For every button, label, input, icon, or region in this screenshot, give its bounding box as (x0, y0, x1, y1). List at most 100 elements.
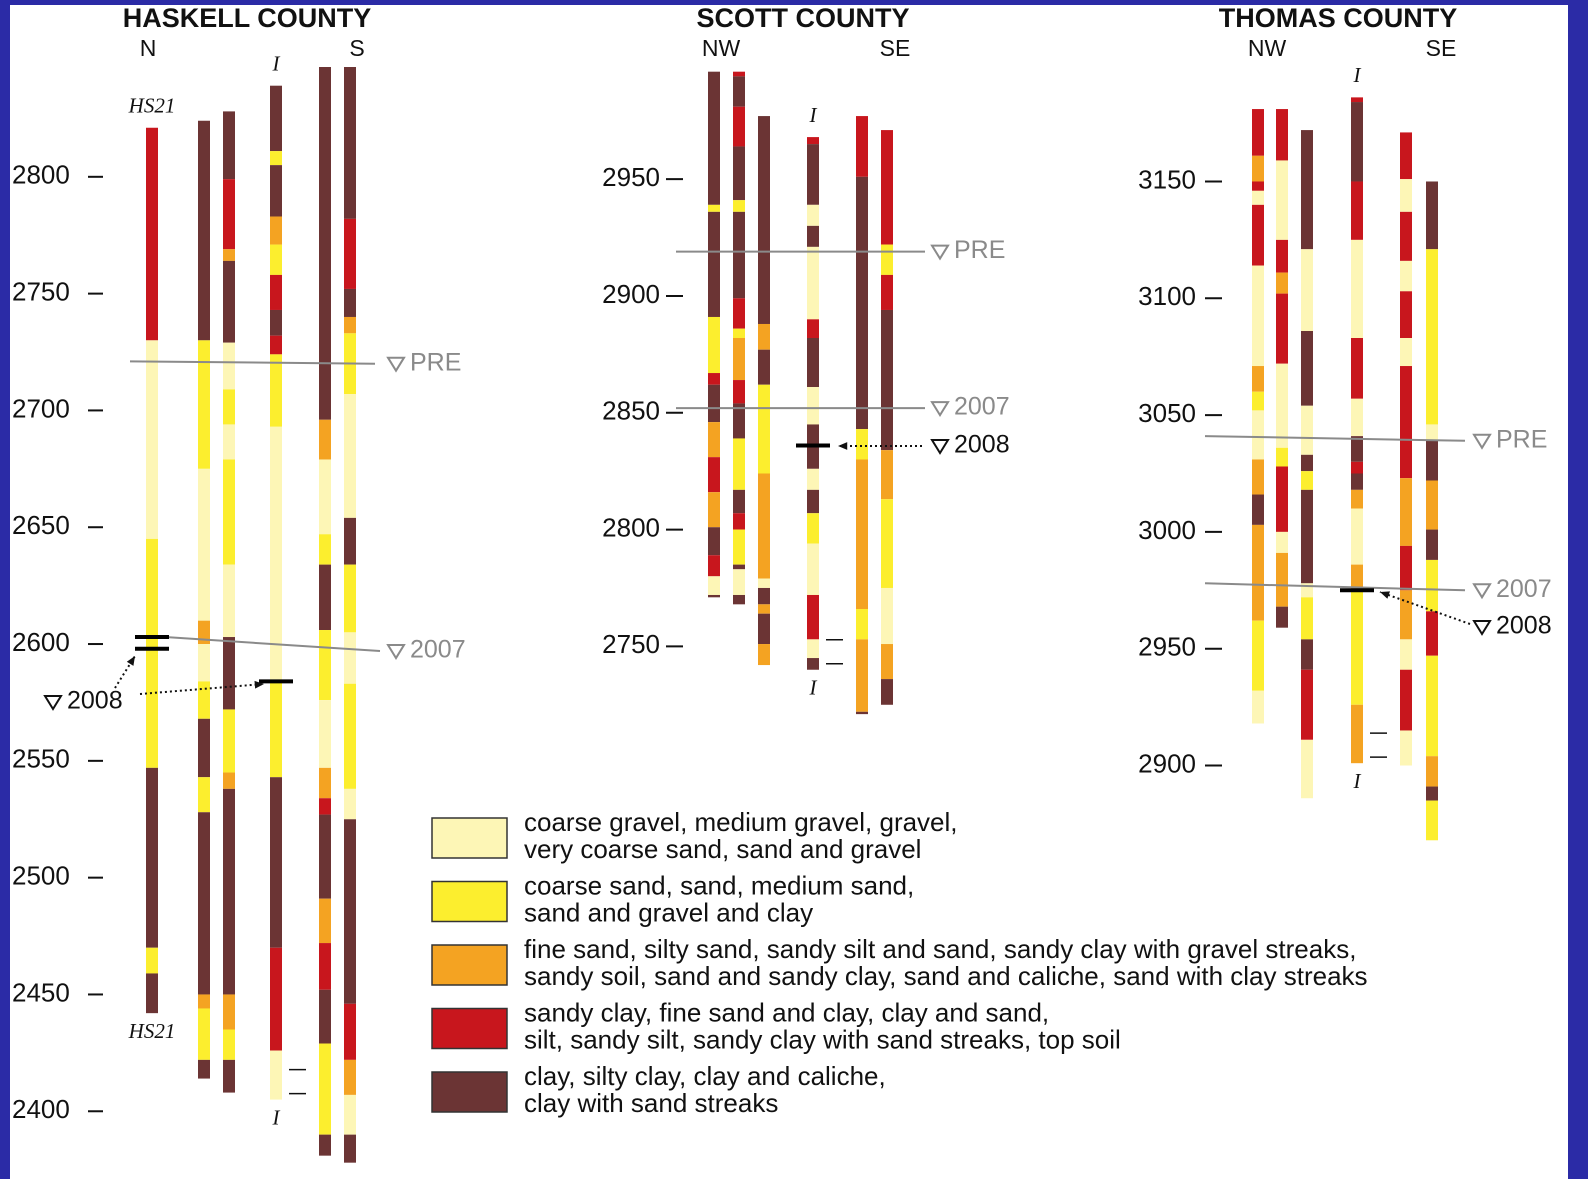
lithology-layer (758, 578, 770, 588)
lithology-layer (1351, 436, 1363, 462)
lithology-layer (1351, 704, 1363, 764)
lithology-layer (1276, 293, 1288, 364)
lithology-layer (1400, 291, 1412, 339)
direction-label: SE (1426, 35, 1457, 61)
well-label: HS21 (128, 94, 176, 118)
lithology-layer (1426, 440, 1438, 481)
lithology-layer (344, 1003, 356, 1060)
lithology-layer (223, 389, 235, 425)
lithology-layer (881, 587, 893, 645)
lithology-layer (270, 777, 282, 948)
lithology-layer (344, 394, 356, 518)
lithology-layer (708, 211, 720, 317)
lithology-layer (270, 681, 282, 778)
lithology-layer (198, 1008, 210, 1060)
lithology-layer (223, 564, 235, 638)
lithology-layer (198, 468, 210, 621)
lithology-layer (881, 309, 893, 451)
lithology-layer (1252, 494, 1264, 525)
lithology-layer (1276, 466, 1288, 532)
lithology-layer (807, 144, 819, 205)
level-label: 2007 (1496, 575, 1552, 603)
direction-label: NW (1248, 35, 1287, 61)
y-tick-label: 3100 (1138, 281, 1196, 311)
lithology-layer (1426, 756, 1438, 787)
lithology-layer (733, 298, 745, 329)
lithology-layer (270, 274, 282, 310)
lithology-layer (319, 814, 331, 899)
legend-text: coarse gravel, medium gravel, gravel, (524, 807, 958, 837)
lithology-layer (319, 767, 331, 799)
lithology-layer (146, 340, 158, 539)
water-level-line (1204, 435, 1466, 442)
y-tick-label: 2700 (12, 393, 70, 423)
y-tick-label: 2800 (602, 512, 660, 542)
lithology-layer (807, 543, 819, 595)
lithology-layer (807, 594, 819, 640)
lithology-layer (1400, 179, 1412, 212)
lithology-layer (1252, 366, 1264, 392)
lithology-layer (733, 211, 745, 299)
lithology-layer (1400, 366, 1412, 479)
lithology-layer (856, 711, 868, 715)
lithology-layer (807, 658, 819, 670)
lithology-layer (708, 527, 720, 556)
legend-swatch (431, 944, 508, 986)
lithology-layer (198, 340, 210, 469)
lithology-layer (881, 644, 893, 680)
lithology-layer (223, 111, 235, 180)
lithology-layer (881, 244, 893, 275)
lithology-layer (758, 644, 770, 666)
lithology-layer (270, 85, 282, 152)
lithology-layer (807, 137, 819, 145)
lithology-layer (319, 534, 331, 565)
lithology-layer (344, 1134, 356, 1163)
lithology-layer (733, 569, 745, 595)
pointer-arrow (1379, 591, 1471, 625)
well-label: I (809, 103, 818, 127)
lithology-layer (1351, 97, 1363, 103)
y-tick-label: 2800 (12, 160, 70, 190)
lithology-layer (344, 1059, 356, 1095)
legend-swatch (431, 1007, 508, 1050)
level-symbol (43, 695, 63, 711)
lithology-layer (1252, 181, 1264, 191)
lithology-layer (146, 767, 158, 948)
lithology-layer (1301, 489, 1313, 584)
lithology-layer (1351, 398, 1363, 437)
lithology-layer (146, 538, 158, 768)
lithology-layer (1400, 478, 1412, 546)
lithology-layer (344, 218, 356, 289)
level-label: PRE (410, 348, 461, 376)
lithology-layer (1351, 473, 1363, 490)
lithology-layer (344, 683, 356, 789)
lithology-layer (1400, 545, 1412, 591)
lithology-layer (758, 604, 770, 614)
panel-title: THOMAS COUNTY (1219, 3, 1458, 33)
panel-title: HASKELL COUNTY (123, 3, 372, 33)
lithology-layer (319, 419, 331, 460)
level-symbol (930, 401, 950, 417)
lithology-layer (881, 274, 893, 310)
lithology-layer (733, 76, 745, 107)
lithology-layer (223, 637, 235, 710)
lithology-layer (319, 1043, 331, 1135)
lithology-layer (223, 1059, 235, 1093)
lithology-layer (146, 947, 158, 974)
lithology-layer (807, 246, 819, 320)
lithology-layer (1400, 590, 1412, 640)
direction-label: S (349, 35, 364, 61)
lithology-layer (807, 639, 819, 659)
lithology-layer (733, 513, 745, 530)
y-tick-label: 2900 (1138, 748, 1196, 778)
level-label: 2007 (954, 393, 1010, 421)
lithology-layer (881, 130, 893, 245)
lithology-layer (1400, 338, 1412, 367)
y-tick-label: 3150 (1138, 164, 1196, 194)
lithology-layer (1252, 410, 1264, 460)
lithology-layer (1400, 639, 1412, 670)
level-label: 2008 (954, 431, 1010, 459)
lithology-layer (223, 709, 235, 773)
lithology-layer (1301, 330, 1313, 406)
lithology-layer (344, 316, 356, 334)
